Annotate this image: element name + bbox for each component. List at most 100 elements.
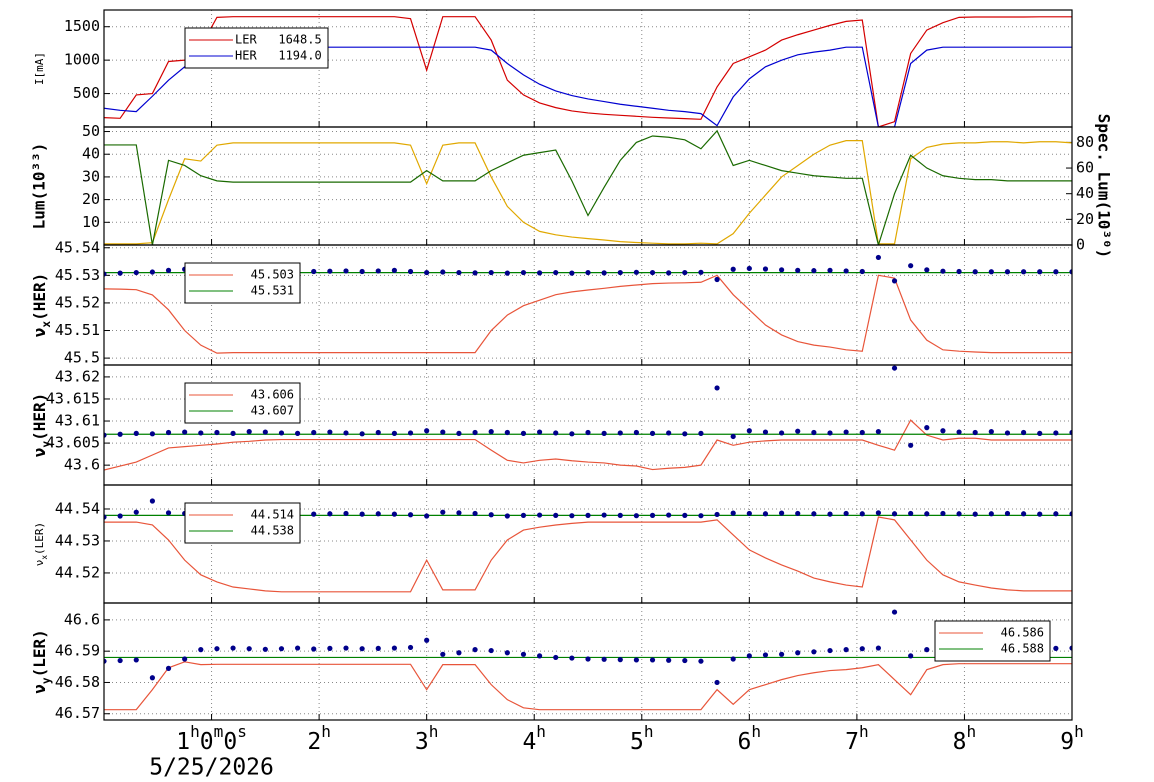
y-axis-label: Lum(10³³) bbox=[30, 143, 49, 230]
data-point bbox=[440, 651, 446, 657]
y-axis-label: νx(LER) bbox=[33, 522, 49, 566]
y-tick-label: 43.605 bbox=[46, 434, 100, 452]
data-point bbox=[1037, 511, 1043, 517]
data-point bbox=[165, 510, 172, 516]
data-point bbox=[407, 430, 414, 436]
data-point bbox=[827, 430, 833, 436]
data-point bbox=[1037, 269, 1043, 275]
data-point bbox=[327, 429, 333, 435]
data-point bbox=[375, 268, 381, 274]
data-point bbox=[859, 511, 865, 517]
data-point bbox=[440, 509, 446, 515]
data-point bbox=[730, 656, 736, 662]
data-point bbox=[633, 657, 640, 663]
data-point bbox=[198, 430, 204, 436]
legend-label: 45.531 bbox=[251, 284, 294, 298]
data-point bbox=[908, 442, 914, 448]
legend: 45.503 45.531 bbox=[184, 262, 301, 304]
data-point bbox=[762, 266, 769, 272]
data-point bbox=[843, 510, 849, 517]
data-point bbox=[1069, 269, 1072, 275]
y-tick-label: 40 bbox=[82, 145, 100, 163]
data-point bbox=[1053, 269, 1059, 275]
data-point bbox=[488, 269, 494, 276]
legend: LER 1648.5 HER 1194.0 bbox=[184, 27, 329, 69]
data-point bbox=[714, 385, 720, 391]
data-point bbox=[424, 513, 430, 519]
data-point bbox=[633, 513, 640, 519]
panel: 10 20 30 40 50 0 20 40 60 80 Lum(10³³) Spec. Lum(10… bbox=[30, 114, 1114, 259]
data-point bbox=[407, 512, 414, 518]
data-point bbox=[569, 655, 575, 661]
data-point bbox=[972, 269, 978, 275]
data-point bbox=[924, 511, 930, 517]
y-tick-label: 45.54 bbox=[55, 238, 100, 256]
y-tick-label: 45.52 bbox=[55, 293, 100, 311]
data-point bbox=[424, 637, 430, 643]
data-point bbox=[795, 510, 801, 517]
y2-tick-label: 0 bbox=[1076, 236, 1085, 254]
data-point bbox=[104, 432, 107, 438]
data-point bbox=[617, 430, 623, 436]
data-point bbox=[311, 429, 317, 436]
y-tick-label: 1500 bbox=[64, 17, 100, 35]
legend-label: 46.586 bbox=[1001, 626, 1044, 640]
data-point bbox=[104, 271, 107, 277]
data-point bbox=[795, 267, 801, 273]
data-point bbox=[730, 510, 736, 516]
panel: 500 1000 1500 I[mA] LER 1648.5 HER 1194.0 bbox=[33, 9, 1073, 128]
data-point bbox=[714, 276, 720, 283]
x-tick-label: 8h bbox=[953, 722, 977, 755]
data-point bbox=[569, 513, 575, 519]
data-point bbox=[859, 429, 865, 436]
data-point bbox=[504, 429, 510, 436]
data-point bbox=[327, 268, 333, 274]
data-point bbox=[311, 646, 317, 652]
data-point bbox=[391, 430, 397, 436]
data-point bbox=[649, 430, 656, 436]
data-point bbox=[165, 267, 172, 273]
data-point bbox=[762, 511, 769, 517]
y-axis-label: νy(HER) bbox=[30, 393, 53, 458]
data-point bbox=[795, 428, 801, 434]
y-tick-label: 45.51 bbox=[55, 321, 100, 339]
data-point bbox=[504, 270, 510, 276]
data-point bbox=[327, 511, 333, 517]
data-point bbox=[456, 650, 462, 656]
data-point bbox=[827, 647, 833, 654]
data-point bbox=[553, 512, 559, 518]
data-point bbox=[682, 431, 688, 437]
data-point bbox=[956, 268, 962, 275]
y-axis-label: νx(HER) bbox=[30, 273, 53, 338]
data-point bbox=[569, 431, 575, 437]
y-tick-label: 46.59 bbox=[55, 642, 100, 660]
data-point bbox=[940, 510, 946, 517]
data-point bbox=[133, 657, 139, 663]
data-point bbox=[633, 269, 640, 275]
data-point bbox=[714, 679, 720, 686]
data-point bbox=[262, 646, 268, 652]
data-point bbox=[295, 430, 301, 436]
data-point bbox=[811, 429, 817, 436]
data-point bbox=[666, 657, 672, 663]
data-point bbox=[779, 267, 785, 273]
legend: 44.514 44.538 bbox=[184, 502, 301, 544]
y-tick-label: 20 bbox=[82, 190, 100, 208]
x-tick-label: 6h bbox=[738, 722, 762, 755]
panel: 44.52 44.53 44.54 νx(LER) 44.514 44.538 bbox=[33, 484, 1073, 604]
data-point bbox=[520, 651, 527, 657]
y-tick-label: 10 bbox=[82, 213, 100, 231]
panel-frame bbox=[103, 126, 1073, 246]
data-point bbox=[424, 428, 430, 434]
panel-frame bbox=[103, 602, 1073, 721]
data-point bbox=[746, 510, 752, 517]
data-point bbox=[165, 429, 172, 436]
series-line bbox=[104, 16, 1072, 127]
data-point bbox=[504, 650, 510, 656]
data-point bbox=[182, 656, 188, 662]
y-tick-label: 46.6 bbox=[64, 610, 100, 628]
data-point bbox=[569, 270, 575, 276]
legend-box bbox=[934, 620, 1051, 662]
data-point bbox=[843, 268, 849, 274]
data-point bbox=[456, 510, 462, 516]
